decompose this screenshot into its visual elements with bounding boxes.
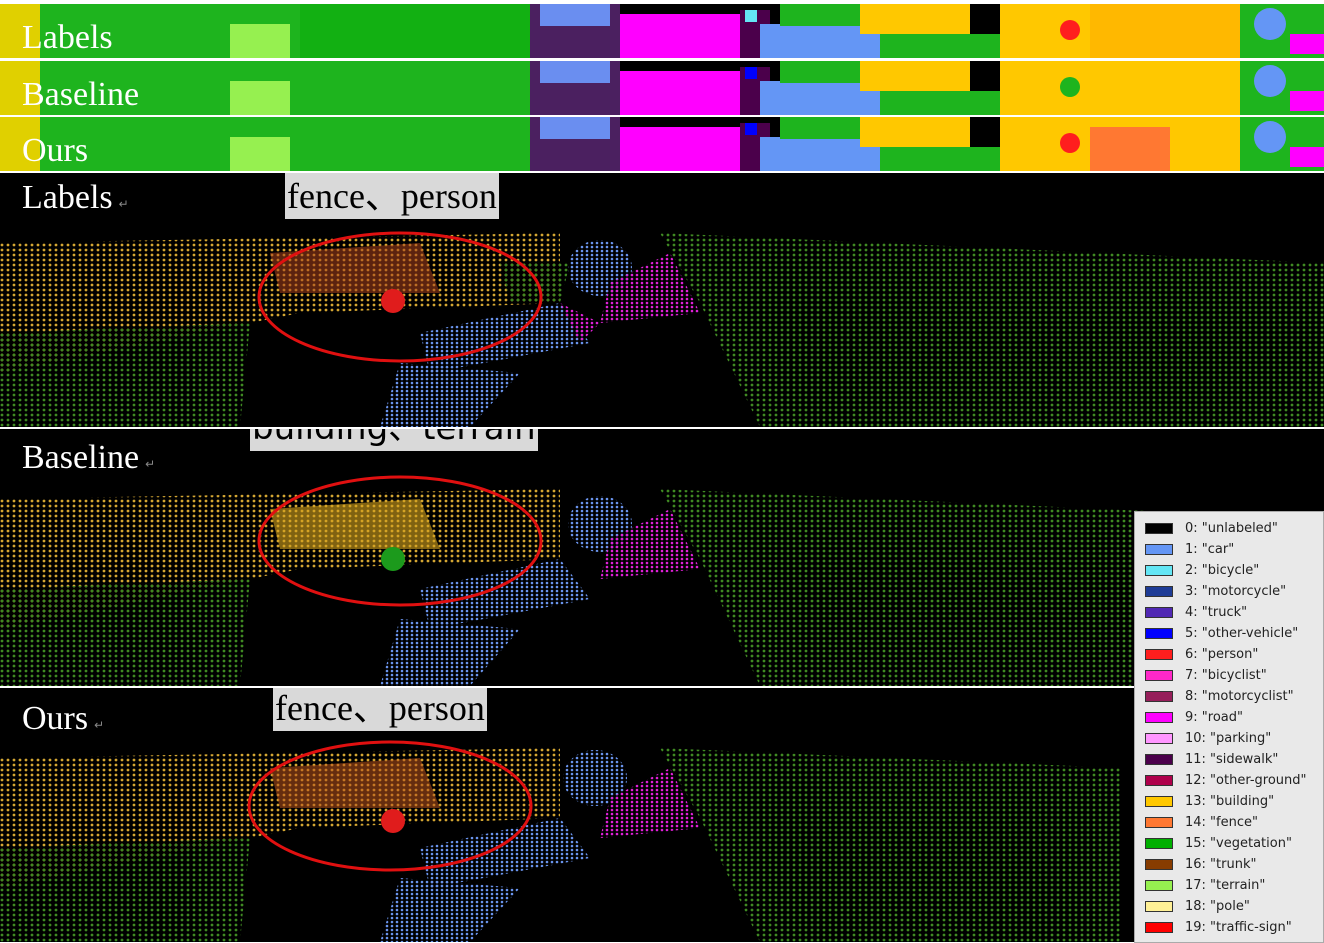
legend-label: 17: "terrain" bbox=[1185, 877, 1266, 893]
legend-item: 11: "sidewalk" bbox=[1145, 749, 1278, 769]
legend-swatch bbox=[1145, 606, 1173, 618]
legend-label: 3: "motorcycle" bbox=[1185, 583, 1287, 599]
strip-label: Ours bbox=[22, 132, 89, 169]
legend-swatch bbox=[1145, 921, 1173, 933]
legend-swatch bbox=[1145, 732, 1173, 744]
pointcloud-panel-ours: Ours ↵ fence、person bbox=[0, 688, 1324, 942]
legend-item: 3: "motorcycle" bbox=[1145, 581, 1286, 601]
legend-label: 1: "car" bbox=[1185, 541, 1235, 557]
panel-label: Baseline ↵ bbox=[22, 439, 156, 476]
panel-label: Labels ↵ bbox=[22, 179, 129, 216]
callout-box: fence、person bbox=[285, 173, 499, 219]
legend-item: 2: "bicycle" bbox=[1145, 560, 1259, 580]
legend-label: 19: "traffic-sign" bbox=[1185, 919, 1292, 935]
strip-label: Baseline bbox=[22, 76, 140, 113]
legend-swatch bbox=[1145, 774, 1173, 786]
legend-label: 7: "bicyclist" bbox=[1185, 667, 1267, 683]
legend-item: 5: "other-vehicle" bbox=[1145, 623, 1298, 643]
legend-item: 4: "truck" bbox=[1145, 602, 1247, 622]
legend-swatch bbox=[1145, 522, 1173, 534]
legend-label: 16: "trunk" bbox=[1185, 856, 1257, 872]
panel-label-text: Labels bbox=[22, 179, 113, 216]
strip-image-ours bbox=[0, 117, 1324, 171]
callout-box: fence、person bbox=[273, 688, 487, 731]
legend-swatch bbox=[1145, 711, 1173, 723]
legend-item: 17: "terrain" bbox=[1145, 875, 1265, 895]
legend-swatch bbox=[1145, 627, 1173, 639]
callout-text: building、terrain bbox=[252, 429, 536, 448]
panel-label-text: Baseline bbox=[22, 439, 140, 476]
legend-item: 16: "trunk" bbox=[1145, 854, 1256, 874]
legend-label: 6: "person" bbox=[1185, 646, 1259, 662]
strip-image-labels bbox=[0, 4, 1324, 58]
legend-swatch bbox=[1145, 564, 1173, 576]
legend-swatch bbox=[1145, 648, 1173, 660]
legend-item: 6: "person" bbox=[1145, 644, 1258, 664]
legend-label: 0: "unlabeled" bbox=[1185, 520, 1278, 536]
pointcloud-panel-labels: Labels ↵ fence、person bbox=[0, 173, 1324, 427]
callout-text: fence、person bbox=[287, 176, 497, 216]
legend-swatch bbox=[1145, 669, 1173, 681]
legend-swatch bbox=[1145, 858, 1173, 870]
legend-item: 12: "other-ground" bbox=[1145, 770, 1307, 790]
legend-item: 14: "fence" bbox=[1145, 812, 1258, 832]
callout-text: fence、person bbox=[275, 688, 485, 728]
legend-swatch bbox=[1145, 543, 1173, 555]
legend-label: 5: "other-vehicle" bbox=[1185, 625, 1299, 641]
legend-item: 1: "car" bbox=[1145, 539, 1234, 559]
range-strip-baseline: Baseline bbox=[0, 61, 1324, 115]
legend-item: 18: "pole" bbox=[1145, 896, 1250, 916]
legend-swatch bbox=[1145, 900, 1173, 912]
range-strip-ours: Ours bbox=[0, 117, 1324, 171]
legend-item: 9: "road" bbox=[1145, 707, 1243, 727]
legend-swatch bbox=[1145, 585, 1173, 597]
legend-item: 0: "unlabeled" bbox=[1145, 518, 1278, 538]
legend-label: 4: "truck" bbox=[1185, 604, 1248, 620]
strip-label: Labels bbox=[22, 19, 113, 56]
class-legend: 0: "unlabeled" 1: "car" 2: "bicycle" 3: "mo… bbox=[1134, 511, 1324, 943]
pointcloud-panel-baseline: Baseline↵ building、terrain bbox=[0, 429, 1324, 686]
legend-label: 8: "motorcyclist" bbox=[1185, 688, 1294, 704]
legend-label: 10: "parking" bbox=[1185, 730, 1272, 746]
legend-swatch bbox=[1145, 879, 1173, 891]
legend-swatch bbox=[1145, 795, 1173, 807]
legend-item: 7: "bicyclist" bbox=[1145, 665, 1267, 685]
legend-item: 8: "motorcyclist" bbox=[1145, 686, 1294, 706]
legend-label: 18: "pole" bbox=[1185, 898, 1250, 914]
legend-label: 12: "other-ground" bbox=[1185, 772, 1307, 788]
pointcloud-image-ours bbox=[0, 740, 1120, 942]
legend-item: 19: "traffic-sign" bbox=[1145, 917, 1292, 937]
legend-swatch bbox=[1145, 816, 1173, 828]
legend-label: 2: "bicycle" bbox=[1185, 562, 1260, 578]
pointcloud-image-labels bbox=[0, 231, 1324, 427]
range-strip-labels: Labels bbox=[0, 4, 1324, 58]
legend-swatch bbox=[1145, 690, 1173, 702]
legend-label: 14: "fence" bbox=[1185, 814, 1258, 830]
panel-label-text: Ours bbox=[22, 700, 89, 737]
pointcloud-image-baseline bbox=[0, 475, 1324, 686]
callout-box: building、terrain bbox=[250, 429, 538, 451]
legend-item: 15: "vegetation" bbox=[1145, 833, 1292, 853]
legend-swatch bbox=[1145, 837, 1173, 849]
strip-image-baseline bbox=[0, 61, 1324, 115]
legend-item: 10: "parking" bbox=[1145, 728, 1271, 748]
legend-swatch bbox=[1145, 753, 1173, 765]
legend-label: 11: "sidewalk" bbox=[1185, 751, 1279, 767]
legend-item: 13: "building" bbox=[1145, 791, 1274, 811]
legend-label: 13: "building" bbox=[1185, 793, 1275, 809]
legend-label: 9: "road" bbox=[1185, 709, 1243, 725]
panel-label: Ours ↵ bbox=[22, 700, 105, 737]
legend-label: 15: "vegetation" bbox=[1185, 835, 1292, 851]
